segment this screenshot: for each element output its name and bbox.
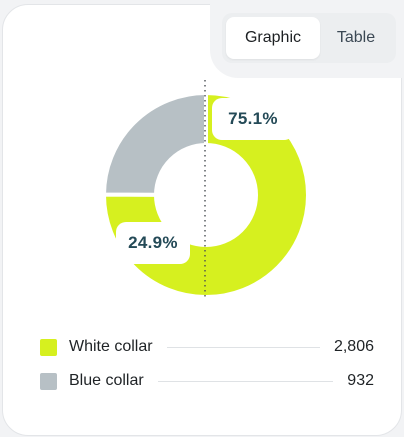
- legend-label: White collar: [69, 338, 153, 355]
- legend-swatch-white-collar: [40, 338, 57, 356]
- slice-label-blue-collar: 24.9%: [116, 222, 190, 264]
- legend-label: Blue collar: [69, 372, 144, 389]
- view-toggle: Graphic Table: [222, 13, 396, 63]
- chart-legend: White collar 2,806 Blue collar 932: [40, 330, 374, 398]
- slice-label-white-collar: 75.1%: [212, 98, 294, 140]
- leader-line: [166, 346, 320, 348]
- legend-item-blue-collar: Blue collar 932: [40, 364, 374, 398]
- tab-graphic[interactable]: Graphic: [226, 17, 320, 59]
- legend-value: 932: [347, 372, 374, 389]
- legend-item-white-collar: White collar 2,806: [40, 330, 374, 364]
- leader-line: [157, 380, 334, 382]
- legend-swatch-blue-collar: [40, 372, 57, 390]
- legend-value: 2,806: [333, 338, 374, 355]
- tab-table[interactable]: Table: [336, 29, 376, 46]
- slice-blue-collar[interactable]: [102, 91, 208, 197]
